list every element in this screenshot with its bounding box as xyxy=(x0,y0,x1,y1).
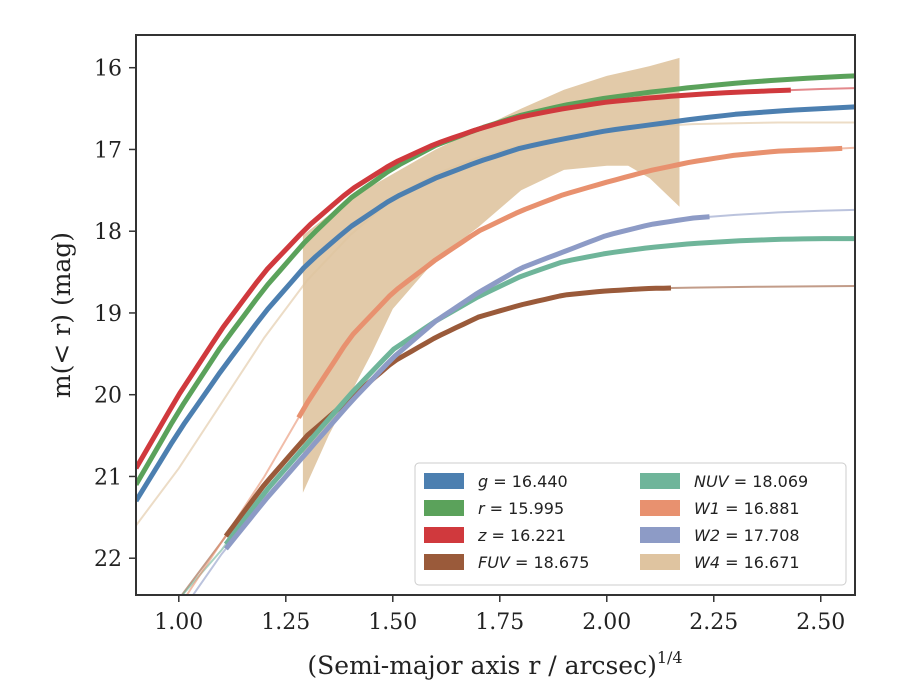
x-axis-label-text: (Semi-major axis r / arcsec) xyxy=(307,651,656,680)
legend-label-fuv: FUV = 18.675 xyxy=(478,553,589,572)
x-tick-label: 2.50 xyxy=(796,610,845,635)
legend-swatch-z xyxy=(424,527,464,543)
legend-swatch-r xyxy=(424,500,464,516)
w4-uncertainty-band xyxy=(302,57,680,493)
legend-label-w4: W4 = 16.671 xyxy=(694,553,800,572)
y-axis: 16 17 18 19 20 21 22 xyxy=(94,57,136,572)
legend-swatch-w4 xyxy=(640,554,680,570)
y-tick-label: 17 xyxy=(94,138,122,163)
y-axis-label: m(< r) (mag) xyxy=(47,232,76,398)
w4-model-curve xyxy=(136,121,855,527)
legend-box xyxy=(414,462,847,586)
y-tick-label: 21 xyxy=(94,465,122,490)
w2-profile-line xyxy=(223,214,710,551)
legend-swatch-fuv xyxy=(424,554,464,570)
legend-label-w1: W1 = 16.881 xyxy=(694,499,800,518)
w1-profile-line xyxy=(296,145,843,419)
legend-label-w2: W2 = 17.708 xyxy=(694,526,800,545)
x-tick-label: 2.00 xyxy=(582,610,631,635)
x-tick-label: 1.75 xyxy=(475,610,524,635)
y-tick-label: 20 xyxy=(94,384,122,409)
x-axis-label: (Semi-major axis r / arcsec)1/4 xyxy=(307,648,682,680)
y-tick-label: 22 xyxy=(94,547,122,572)
legend-label-g: g = 16.440 xyxy=(478,472,568,491)
x-axis: 1.00 1.25 1.50 1.75 2.00 2.25 2.50 xyxy=(154,595,845,635)
x-tick-label: 2.25 xyxy=(689,610,738,635)
legend-label-nuv: NUV = 18.069 xyxy=(694,472,808,491)
series-layer xyxy=(136,57,855,595)
legend-swatch-w2 xyxy=(640,527,680,543)
y-tick-label: 16 xyxy=(94,57,122,82)
legend-swatch-g xyxy=(424,473,464,489)
nuv-profile-line xyxy=(223,236,855,546)
legend-swatch-nuv xyxy=(640,473,680,489)
legend-label-z: z = 16.221 xyxy=(477,526,566,545)
w1-model-curve xyxy=(185,146,855,595)
x-axis-label-superscript: 1/4 xyxy=(657,648,683,667)
z-profile-line xyxy=(136,87,791,470)
legend-swatch-w1 xyxy=(640,500,680,516)
fuv-profile-line xyxy=(223,285,672,538)
x-tick-label: 1.50 xyxy=(368,610,417,635)
legend: g = 16.440 r = 15.995 z = 16.221 FUV = 18.6… xyxy=(414,462,847,586)
x-tick-label: 1.25 xyxy=(261,610,310,635)
y-tick-label: 19 xyxy=(94,302,122,327)
x-tick-label: 1.00 xyxy=(154,610,203,635)
g-profile-line xyxy=(136,104,855,503)
y-tick-label: 18 xyxy=(94,220,122,245)
legend-label-r: r = 15.995 xyxy=(478,499,564,518)
plot-frame xyxy=(135,34,856,596)
